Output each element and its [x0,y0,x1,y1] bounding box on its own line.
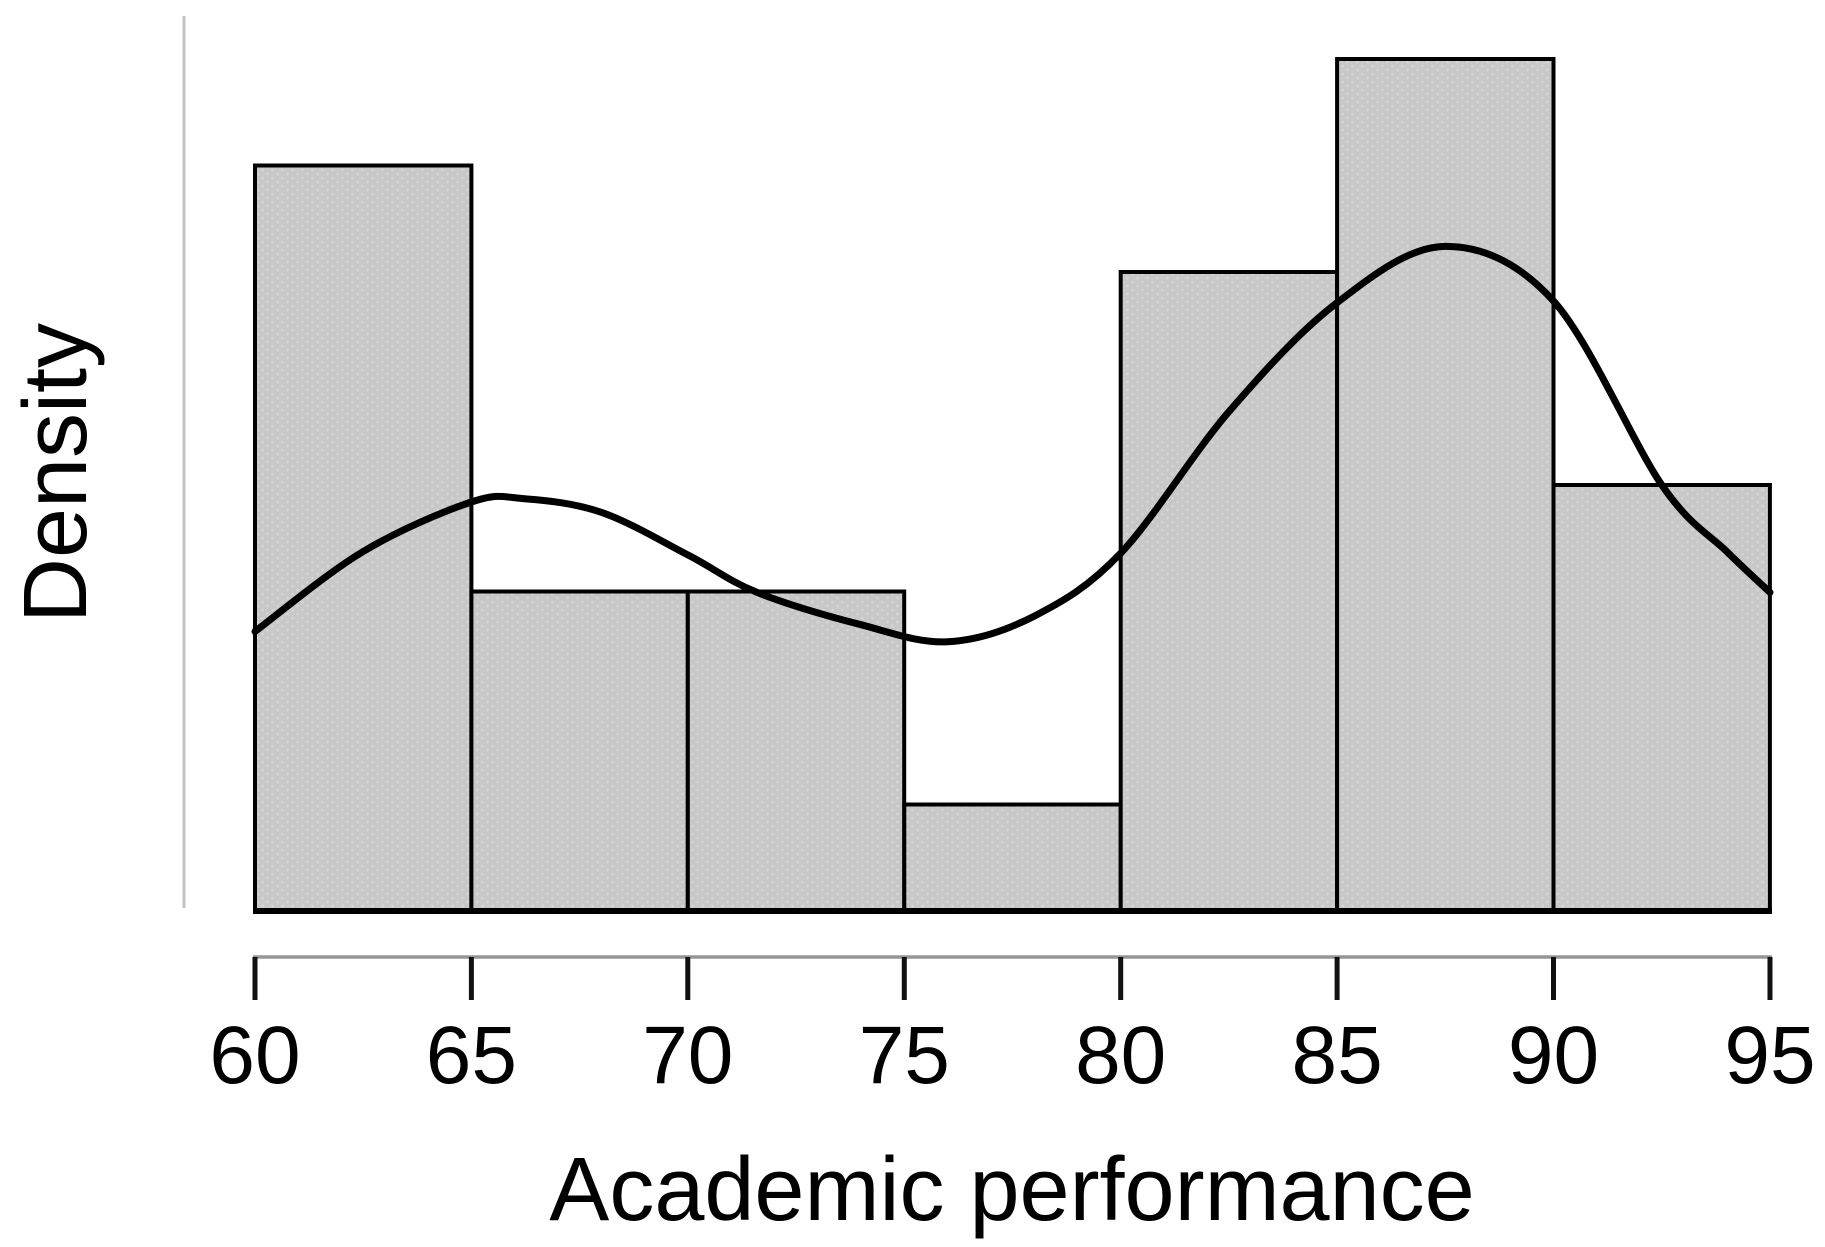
x-axis-tick-labels: 60 65 70 75 80 85 90 95 [209,1010,1815,1101]
x-tick-label: 90 [1508,1010,1599,1101]
x-tick-label: 85 [1291,1010,1382,1101]
x-tick-label: 75 [859,1010,950,1101]
histogram-bar [253,163,474,913]
x-tick-label: 60 [209,1010,300,1101]
histogram-bars [253,57,1772,913]
histogram-bar [685,589,907,913]
x-tick-label: 65 [426,1010,517,1101]
histogram-bar [469,589,690,913]
histogram-bar [1118,270,1340,913]
y-axis-title: Density [6,323,106,623]
density-curve [251,242,1774,646]
histogram-bar [1335,57,1556,913]
x-tick-label: 95 [1724,1010,1815,1101]
histogram-bar [902,802,1123,913]
histogram-bar [1551,483,1772,913]
x-axis-title: Academic performance [549,1140,1474,1240]
x-tick-label: 80 [1075,1010,1166,1101]
x-tick-label: 70 [642,1010,733,1101]
x-axis-ticks [252,957,1773,1000]
